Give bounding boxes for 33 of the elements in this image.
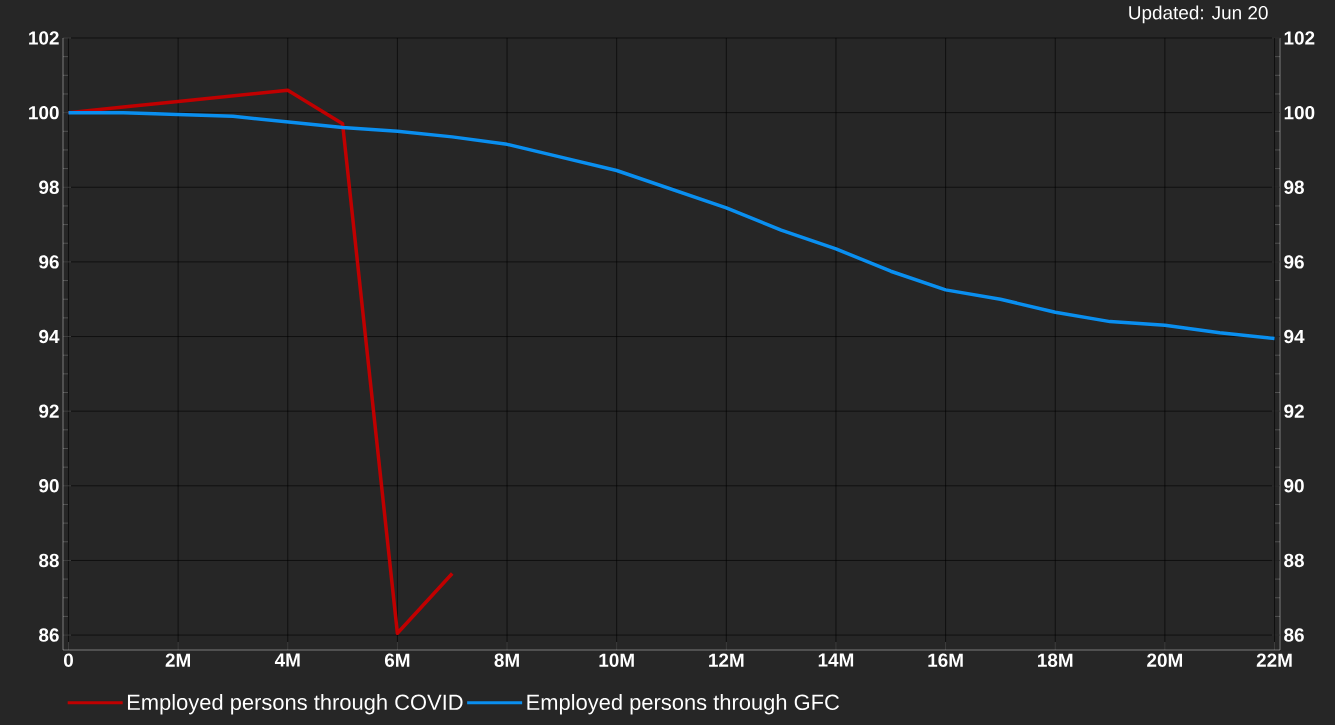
- y-tick-label: 92: [39, 404, 59, 418]
- y2-tick-label: 92: [1284, 404, 1304, 418]
- x-tick-label: 18M: [1038, 653, 1073, 667]
- x-tick-label: 12M: [709, 653, 744, 667]
- y2-tick-label: 88: [1284, 553, 1304, 568]
- y2-tick-label: 90: [1284, 479, 1304, 493]
- x-tick-label: 0: [63, 653, 73, 667]
- text: Updated: Jun 20: [1129, 5, 1268, 24]
- y2-tick-label: 102: [1284, 31, 1315, 45]
- y2-tick-label: 86: [1284, 628, 1304, 642]
- y2-tick-label: 94: [1284, 329, 1305, 344]
- y2-tick-label: 98: [1284, 180, 1304, 194]
- y2-tick-label: 96: [1284, 255, 1304, 269]
- x-tick-label: 8M: [494, 653, 519, 667]
- y-tick-label: 88: [39, 553, 59, 568]
- y-tick-label: 100: [29, 105, 59, 120]
- y-tick-label: 86: [39, 628, 59, 642]
- x-tick-label: 10M: [599, 653, 634, 667]
- x-tick-label: 4M: [274, 653, 300, 667]
- y2-tick-label: 100: [1284, 105, 1315, 120]
- y-tick-label: 102: [29, 31, 59, 45]
- x-tick-label: 6M: [384, 653, 410, 667]
- legend-label: Employed persons through COVID: [127, 693, 463, 715]
- x-tick-label: 22M: [1256, 653, 1292, 667]
- x-tick-label: 20M: [1147, 653, 1183, 667]
- y-tick-label: 94: [39, 329, 60, 344]
- y-tick-label: 96: [39, 255, 59, 269]
- x-tick-label: 2M: [165, 653, 190, 667]
- x-tick-label: 16M: [928, 653, 963, 667]
- y-tick-label: 98: [39, 180, 59, 194]
- x-tick-label: 14M: [818, 653, 854, 667]
- legend-label: Employed persons through GFC: [527, 693, 840, 715]
- y-tick-label: 90: [39, 479, 59, 493]
